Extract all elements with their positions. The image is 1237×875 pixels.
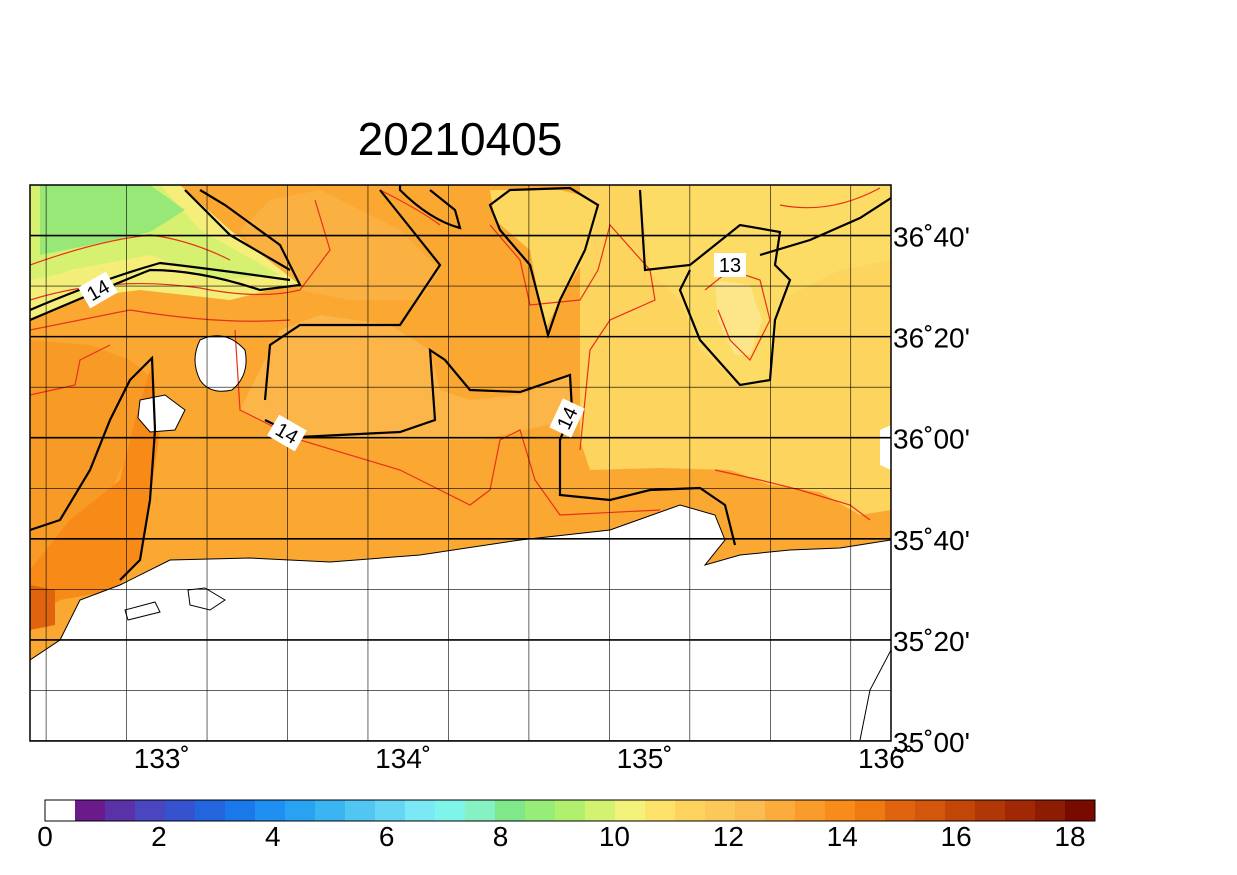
colorbar-swatch — [495, 800, 526, 821]
contour-label-13: 13 — [714, 253, 746, 277]
colorbar-swatch — [825, 800, 856, 821]
colorbar-swatch — [555, 800, 586, 821]
colorbar-swatch — [375, 800, 406, 821]
colorbar-swatch — [765, 800, 796, 821]
colorbar-swatch — [735, 800, 766, 821]
colorbar-swatch — [1065, 800, 1096, 821]
longitude-labels: 133˚ 134˚ 135˚ 136˚ — [134, 743, 914, 774]
colorbar-swatch — [195, 800, 226, 821]
longitude-label: 135˚ — [617, 743, 673, 774]
colorbar-swatch — [615, 800, 646, 821]
colorbar-swatch — [225, 800, 256, 821]
colorbar-outline — [44, 799, 1096, 822]
colorbar — [44, 799, 1096, 822]
colorbar-swatch — [945, 800, 976, 821]
colorbar-swatch — [135, 800, 166, 821]
latitude-label: 36˚00' — [893, 424, 970, 455]
colorbar-swatch — [255, 800, 286, 821]
colorbar-swatch — [885, 800, 916, 821]
longitude-label: 134˚ — [375, 743, 431, 774]
colorbar-swatch — [345, 800, 376, 821]
colorbar-swatch — [1005, 800, 1036, 821]
colorbar-swatch — [435, 800, 466, 821]
latitude-label: 35˚20' — [893, 626, 970, 657]
latitude-labels: 36˚40' 36˚20' 36˚00' 35˚40' 35˚20' 35˚00' — [893, 222, 970, 758]
colorbar-swatch — [405, 800, 436, 821]
colorbar-swatch — [585, 800, 616, 821]
colorbar-swatch — [705, 800, 736, 821]
colorbar-swatch — [675, 800, 706, 821]
colorbar-swatch — [795, 800, 826, 821]
colorbar-swatch — [315, 800, 346, 821]
colorbar-tick-label: 14 — [827, 821, 858, 852]
colorbar-swatch — [525, 800, 556, 821]
longitude-label: 133˚ — [134, 743, 190, 774]
colorbar-swatch — [285, 800, 316, 821]
colorbar-swatch — [105, 800, 136, 821]
latitude-label: 36˚20' — [893, 323, 970, 354]
latitude-label: 36˚40' — [893, 222, 970, 253]
colorbar-swatch — [75, 800, 106, 821]
colorbar-swatch — [1035, 800, 1066, 821]
colorbar-tick-label: 16 — [941, 821, 972, 852]
colorbar-swatch — [855, 800, 886, 821]
colorbar-labels: 0 2 4 6 8 10 12 14 16 18 — [37, 821, 1085, 852]
colorbar-tick-label: 18 — [1054, 821, 1085, 852]
colorbar-swatch — [975, 800, 1006, 821]
colorbar-swatch — [165, 800, 196, 821]
map-title: 20210405 — [357, 113, 563, 165]
latitude-label: 35˚00' — [893, 727, 970, 758]
sst-field — [30, 185, 891, 741]
colorbar-tick-label: 10 — [599, 821, 630, 852]
map-frame — [29, 184, 892, 742]
colorbar-tick-label: 4 — [265, 821, 281, 852]
colorbar-tick-label: 6 — [379, 821, 395, 852]
colorbar-tick-label: 12 — [713, 821, 744, 852]
colorbar-swatch — [915, 800, 946, 821]
colorbar-swatch — [465, 800, 496, 821]
colorbar-tick-label: 0 — [37, 821, 53, 852]
contour-label-text: 13 — [719, 255, 741, 277]
colorbar-tick-label: 8 — [493, 821, 509, 852]
longitude-label: 136˚ — [858, 743, 914, 774]
colorbar-tick-label: 2 — [151, 821, 167, 852]
colorbar-swatch — [45, 800, 76, 821]
gridlines — [30, 185, 891, 741]
latitude-label: 35˚40' — [893, 525, 970, 556]
colorbar-swatch — [645, 800, 676, 821]
